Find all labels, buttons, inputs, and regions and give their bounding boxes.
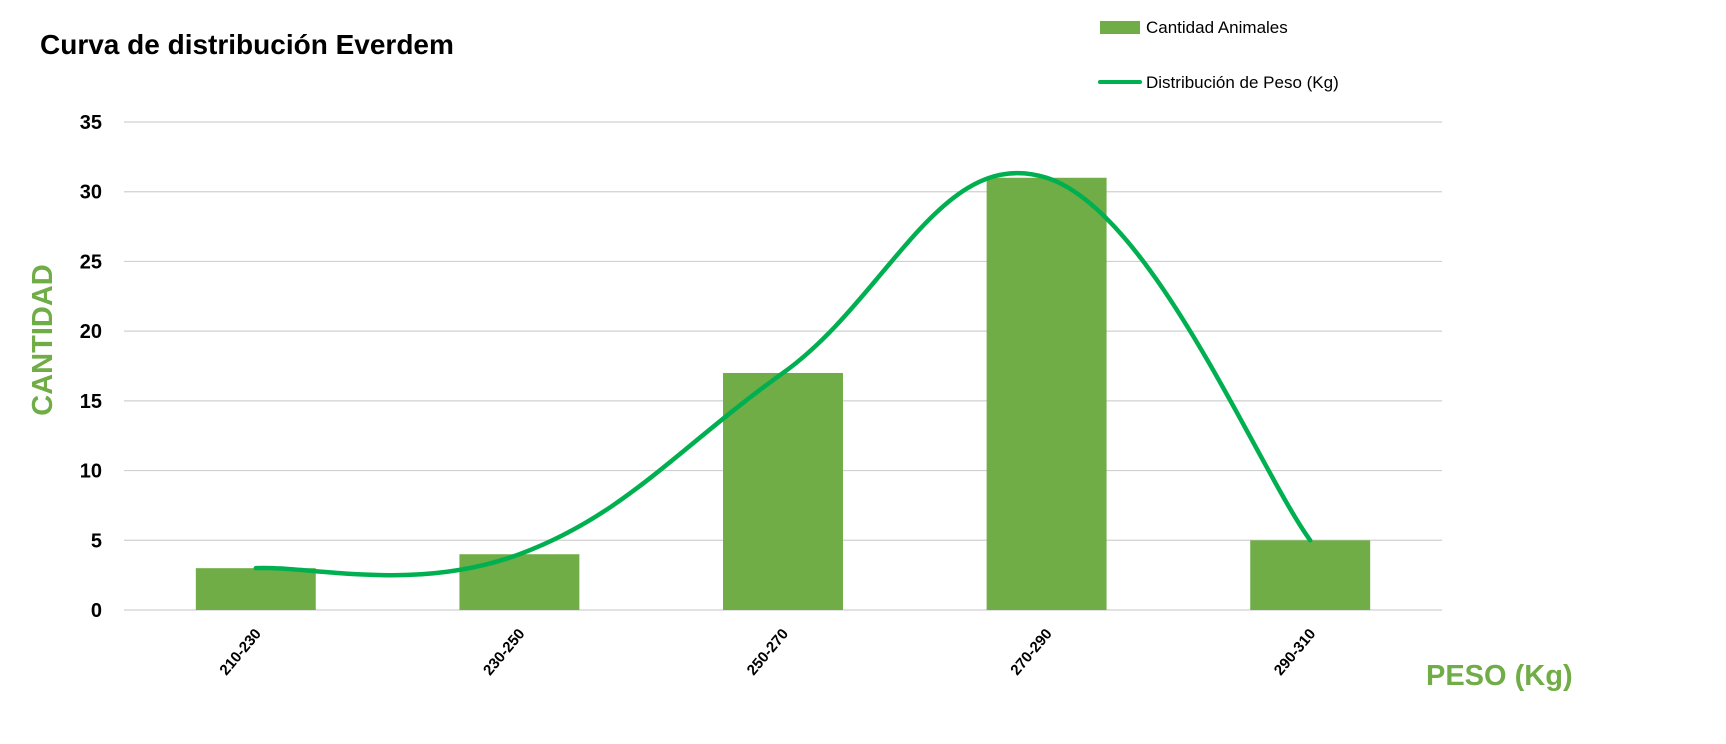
line-series [253, 170, 1313, 578]
y-tick-label: 10 [80, 461, 102, 483]
bar [723, 372, 843, 610]
x-axis-title: PESO (Kg) [1426, 660, 1573, 692]
chart-title: Curva de distribución Everdem [40, 29, 454, 60]
bar-series [195, 177, 1371, 610]
y-tick-label: 20 [80, 321, 102, 343]
x-tick-label: 250-270 [744, 626, 792, 679]
x-axis-ticks: 210-230 230-250 250-270 270-290 290-310 [216, 626, 1319, 679]
y-tick-label: 5 [91, 530, 102, 552]
bar [459, 554, 580, 610]
y-tick-label: 25 [80, 251, 102, 273]
legend-swatch-bar [1100, 21, 1140, 34]
y-tick-label: 0 [91, 600, 102, 622]
y-axis-title: CANTIDAD [27, 264, 59, 415]
x-tick-label: 230-250 [480, 626, 528, 679]
y-axis-ticks: 0 5 10 15 20 25 30 35 [80, 112, 102, 622]
bar [195, 568, 316, 610]
x-tick-label: 270-290 [1007, 626, 1055, 679]
y-tick-label: 35 [80, 112, 102, 134]
distribution-curve [253, 170, 1313, 578]
x-tick-label: 210-230 [216, 626, 264, 679]
legend-label-line: Distribución de Peso (Kg) [1146, 73, 1339, 92]
y-tick-label: 15 [80, 391, 102, 413]
bar [1250, 540, 1371, 610]
bar [986, 177, 1107, 610]
legend-label-bar: Cantidad Animales [1146, 18, 1288, 37]
legend: Cantidad Animales Distribución de Peso (… [1098, 18, 1339, 92]
x-tick-label: 290-310 [1271, 626, 1319, 679]
y-tick-label: 30 [80, 182, 102, 204]
